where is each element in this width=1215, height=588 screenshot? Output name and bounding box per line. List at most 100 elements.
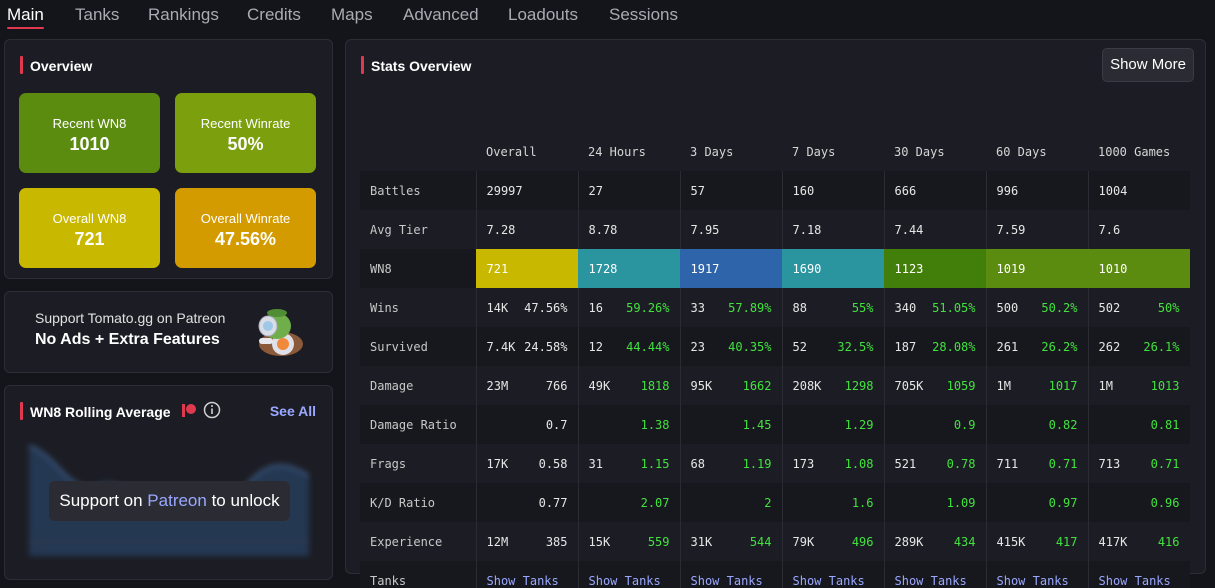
stat-cell: Show Tanks <box>985 561 1088 588</box>
show-tanks-link[interactable]: Show Tanks <box>1098 573 1171 588</box>
stat-average: 26.1% <box>1143 339 1180 354</box>
row-label: Damage Ratio <box>360 405 476 444</box>
tab-maps[interactable]: Maps <box>331 5 373 24</box>
wn8-cell: 1010 <box>1087 249 1190 288</box>
stat-pair: 49K 1818 <box>589 379 670 393</box>
stat-pair: 23 40.35% <box>691 340 772 354</box>
tab-loadouts[interactable]: Loadouts <box>508 5 578 24</box>
recent-wn8-card: Recent WN8 1010 <box>19 93 160 173</box>
stat-cell: 27 <box>577 171 680 210</box>
tab-advanced[interactable]: Advanced <box>403 5 479 24</box>
card-label: Recent Winrate <box>200 116 291 131</box>
tab-tanks[interactable]: Tanks <box>75 5 120 24</box>
patreon-unlock-overlay[interactable]: Support on Patreon to unlock <box>49 481 290 521</box>
stat-cell: 0.7 <box>475 405 578 444</box>
stat-pair: 12 44.44% <box>589 340 670 354</box>
stat-pair: 502 50% <box>1099 301 1180 315</box>
stat-average: 28.08% <box>932 339 976 354</box>
show-tanks-link[interactable]: Show Tanks <box>690 573 763 588</box>
stat-cell: 0.96 <box>1087 483 1190 522</box>
stat-average: 57.89% <box>728 300 772 315</box>
stat-cell: 52 32.5% <box>781 327 884 366</box>
stat-pair: 31 1.15 <box>589 457 670 471</box>
stat-pair: 68 1.19 <box>691 457 772 471</box>
stat-cell: Show Tanks <box>781 561 884 588</box>
top-nav: Main Tanks Rankings Credits Maps Advance… <box>0 0 1215 32</box>
stats-row-experience: Experience 12M 385 15K 559 31K 544 79K 496 289K 43… <box>360 522 1190 561</box>
column-header: 60 Days <box>996 144 1047 159</box>
stat-cell: 0.77 <box>475 483 578 522</box>
column-header: Overall <box>486 144 537 159</box>
show-tanks-link[interactable]: Show Tanks <box>588 573 661 588</box>
show-tanks-link[interactable]: Show Tanks <box>792 573 865 588</box>
stat-average: 1017 <box>1048 378 1078 393</box>
stat-cell: 17K 0.58 <box>475 444 578 483</box>
tab-sessions[interactable]: Sessions <box>609 5 678 24</box>
stat-pair: 17K 0.58 <box>487 457 568 471</box>
stat-cell: 7.6 <box>1087 210 1190 249</box>
show-tanks-link[interactable]: Show Tanks <box>894 573 967 588</box>
stat-average: 50.2% <box>1041 300 1078 315</box>
stat-total: 7.4K <box>486 339 516 354</box>
header-blank <box>360 132 476 171</box>
row-label: Wins <box>370 300 399 315</box>
patreon-panel[interactable]: Support Tomato.gg on Patreon No Ads + Ex… <box>4 291 333 373</box>
tomato-mascot-icon <box>258 309 303 356</box>
stat-cell: 417K 416 <box>1087 522 1190 561</box>
info-icon[interactable] <box>203 401 221 419</box>
stat-pair: 208K 1298 <box>793 379 874 393</box>
stat-cell: 1004 <box>1087 171 1190 210</box>
row-label: Survived <box>360 327 476 366</box>
stats-title: Stats Overview <box>361 56 471 74</box>
wn8-cell: 1690 <box>781 249 884 288</box>
stat-average: 1.19 <box>742 456 772 471</box>
stat-average: 59.26% <box>626 300 670 315</box>
stat-cell: 1.38 <box>577 405 680 444</box>
stat-total: 52 <box>792 339 807 354</box>
stat-cell: 0.81 <box>1087 405 1190 444</box>
stat-total: 187 <box>894 339 917 354</box>
rolling-title: WN8 Rolling Average <box>20 402 171 420</box>
stat-pair: 31K 544 <box>691 535 772 549</box>
stat-pair: 187 28.08% <box>895 340 976 354</box>
patreon-link[interactable]: Patreon <box>147 491 207 510</box>
stat-ratio: 1.6 <box>851 495 874 510</box>
tab-rankings[interactable]: Rankings <box>148 5 219 24</box>
tab-credits[interactable]: Credits <box>247 5 301 24</box>
show-more-button[interactable]: Show More <box>1102 48 1194 82</box>
stat-cell: 57 <box>679 171 782 210</box>
stat-total: 713 <box>1098 456 1121 471</box>
wn8-cell: 1123 <box>883 249 986 288</box>
stat-pair: 95K 1662 <box>691 379 772 393</box>
stat-pair: 12M 385 <box>487 535 568 549</box>
row-label: Avg Tier <box>370 222 428 237</box>
card-value: 1010 <box>69 134 110 154</box>
stats-row-wins: Wins 14K 47.56% 16 59.26% 33 57.89% 88 55% 340 51.… <box>360 288 1190 327</box>
column-header: 24 Hours <box>588 144 646 159</box>
show-tanks-link[interactable]: Show Tanks <box>486 573 559 588</box>
stat-cell: 1.29 <box>781 405 884 444</box>
stat-pair: 33 57.89% <box>691 301 772 315</box>
row-label: WN8 <box>360 249 476 288</box>
patreon-support-text: Support Tomato.gg on Patreon <box>35 310 226 326</box>
show-tanks-link[interactable]: Show Tanks <box>996 573 1069 588</box>
tab-main[interactable]: Main <box>7 5 44 24</box>
row-label: Frags <box>370 456 407 471</box>
stat-total: 23M <box>486 378 509 393</box>
stat-cell: 49K 1818 <box>577 366 680 405</box>
stat-cell: 14K 47.56% <box>475 288 578 327</box>
stat-cell: Show Tanks <box>1087 561 1190 588</box>
stat-ratio: 1.38 <box>640 417 670 432</box>
stat-total: 12M <box>486 534 509 549</box>
stat-total: 500 <box>996 300 1019 315</box>
stat-total: 261 <box>996 339 1019 354</box>
row-label: K/D Ratio <box>360 483 476 522</box>
see-all-link[interactable]: See All <box>269 403 316 419</box>
stat-pair: 15K 559 <box>589 535 670 549</box>
stats-row-tanks: Tanks Show Tanks Show Tanks Show Tanks Show … <box>360 561 1190 588</box>
stat-total: 502 <box>1098 300 1121 315</box>
stat-cell: 12M 385 <box>475 522 578 561</box>
stat-cell: 7.59 <box>985 210 1088 249</box>
stat-cell: 1M 1017 <box>985 366 1088 405</box>
stat-pair: 261 26.2% <box>997 340 1078 354</box>
